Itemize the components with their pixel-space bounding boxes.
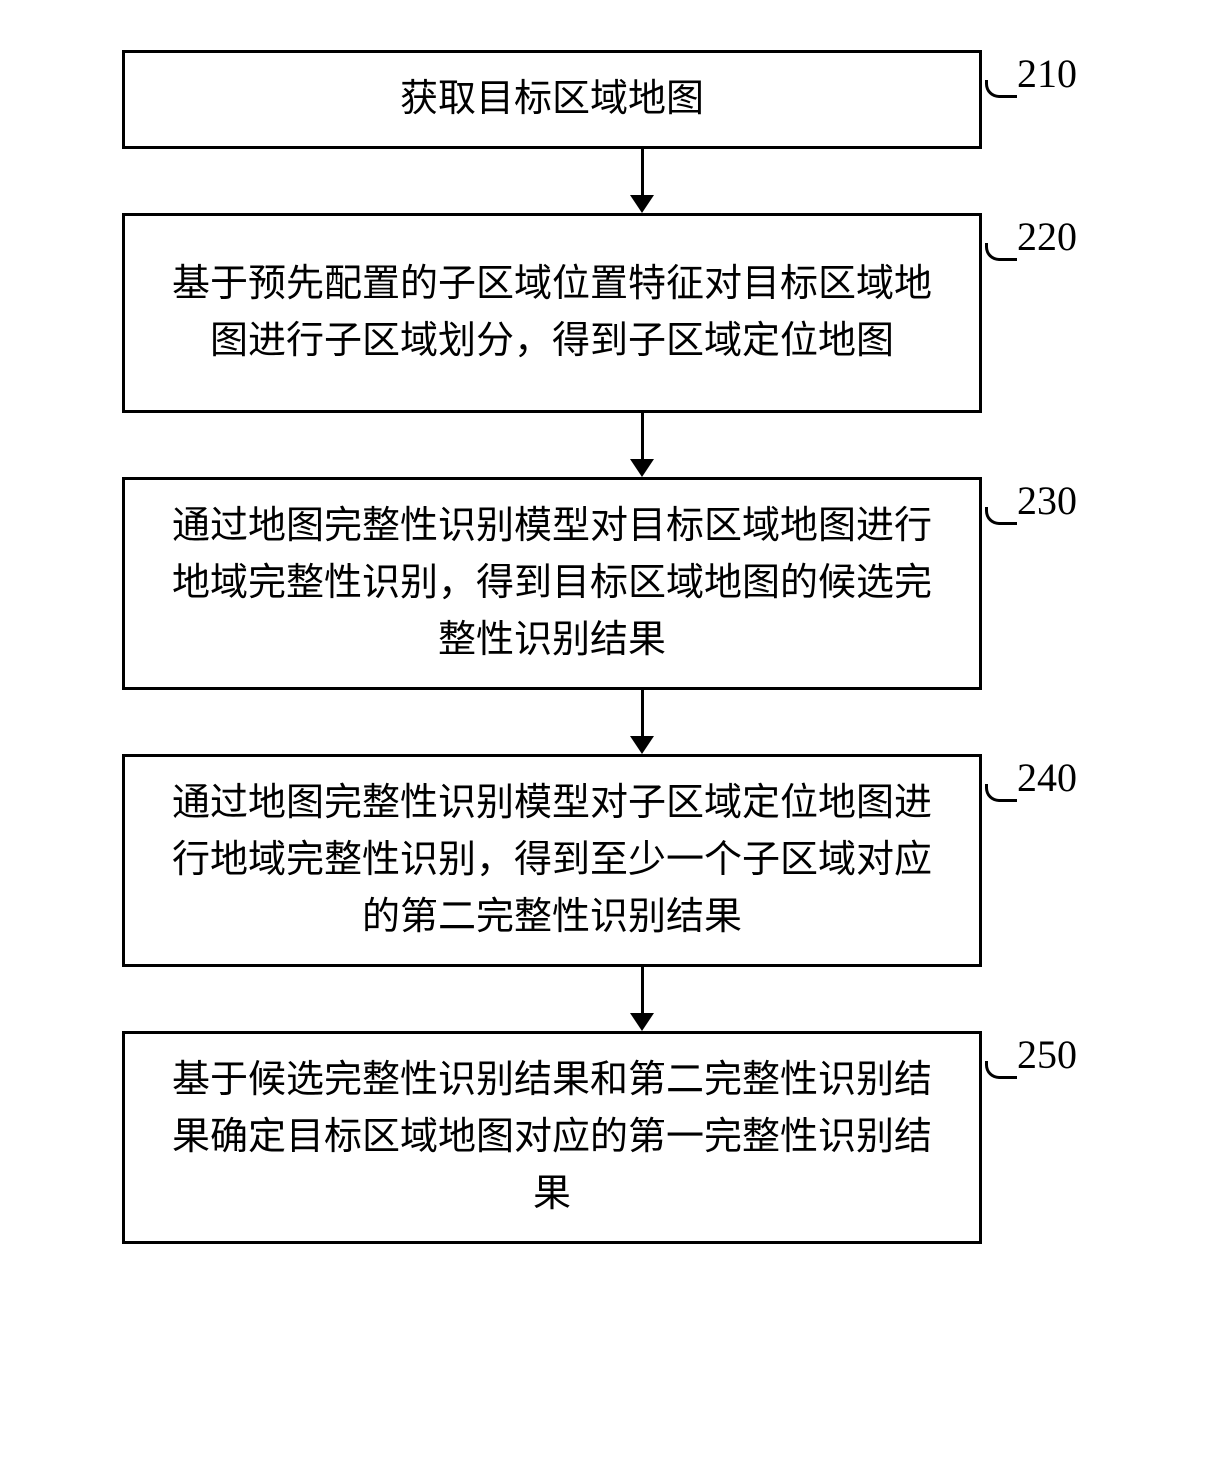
- arrow-220-230: [212, 413, 1072, 477]
- arrow-line: [641, 967, 644, 1015]
- label-text: 240: [1017, 755, 1077, 800]
- label-text: 220: [1017, 214, 1077, 259]
- arrow-head-icon: [630, 736, 654, 754]
- label-text: 250: [1017, 1032, 1077, 1077]
- arrow-line: [641, 413, 644, 461]
- label-text: 230: [1017, 478, 1077, 523]
- step-row-240: 通过地图完整性识别模型对子区域定位地图进行地域完整性识别，得到至少一个子区域对应…: [62, 754, 1162, 967]
- step-text: 通过地图完整性识别模型对子区域定位地图进行地域完整性识别，得到至少一个子区域对应…: [155, 775, 949, 946]
- arrow-line: [641, 149, 644, 197]
- step-label-210: 210: [1017, 50, 1077, 97]
- arrow-240-250: [212, 967, 1072, 1031]
- label-connector-icon: [985, 1061, 1017, 1079]
- step-box-210: 获取目标区域地图: [122, 50, 982, 149]
- step-box-250: 基于候选完整性识别结果和第二完整性识别结果确定目标区域地图对应的第一完整性识别结…: [122, 1031, 982, 1244]
- arrow-line: [641, 690, 644, 738]
- step-text: 基于候选完整性识别结果和第二完整性识别结果确定目标区域地图对应的第一完整性识别结…: [155, 1052, 949, 1223]
- step-box-230: 通过地图完整性识别模型对目标区域地图进行地域完整性识别，得到目标区域地图的候选完…: [122, 477, 982, 690]
- step-row-250: 基于候选完整性识别结果和第二完整性识别结果确定目标区域地图对应的第一完整性识别结…: [62, 1031, 1162, 1244]
- step-text: 通过地图完整性识别模型对目标区域地图进行地域完整性识别，得到目标区域地图的候选完…: [155, 498, 949, 669]
- arrow-210-220: [212, 149, 1072, 213]
- step-label-220: 220: [1017, 213, 1077, 260]
- step-text: 获取目标区域地图: [400, 71, 704, 128]
- arrow-head-icon: [630, 459, 654, 477]
- step-row-210: 获取目标区域地图 210: [62, 50, 1162, 149]
- arrow-230-240: [212, 690, 1072, 754]
- step-row-230: 通过地图完整性识别模型对目标区域地图进行地域完整性识别，得到目标区域地图的候选完…: [62, 477, 1162, 690]
- flowchart-container: 获取目标区域地图 210 基于预先配置的子区域位置特征对目标区域地图进行子区域划…: [62, 50, 1162, 1244]
- label-connector-icon: [985, 507, 1017, 525]
- step-label-230: 230: [1017, 477, 1077, 524]
- step-row-220: 基于预先配置的子区域位置特征对目标区域地图进行子区域划分，得到子区域定位地图 2…: [62, 213, 1162, 413]
- label-connector-icon: [985, 784, 1017, 802]
- step-box-240: 通过地图完整性识别模型对子区域定位地图进行地域完整性识别，得到至少一个子区域对应…: [122, 754, 982, 967]
- step-label-240: 240: [1017, 754, 1077, 801]
- step-text: 基于预先配置的子区域位置特征对目标区域地图进行子区域划分，得到子区域定位地图: [155, 256, 949, 370]
- arrow-head-icon: [630, 1013, 654, 1031]
- label-connector-icon: [985, 243, 1017, 261]
- arrow-head-icon: [630, 195, 654, 213]
- label-text: 210: [1017, 51, 1077, 96]
- step-box-220: 基于预先配置的子区域位置特征对目标区域地图进行子区域划分，得到子区域定位地图: [122, 213, 982, 413]
- label-connector-icon: [985, 80, 1017, 98]
- step-label-250: 250: [1017, 1031, 1077, 1078]
